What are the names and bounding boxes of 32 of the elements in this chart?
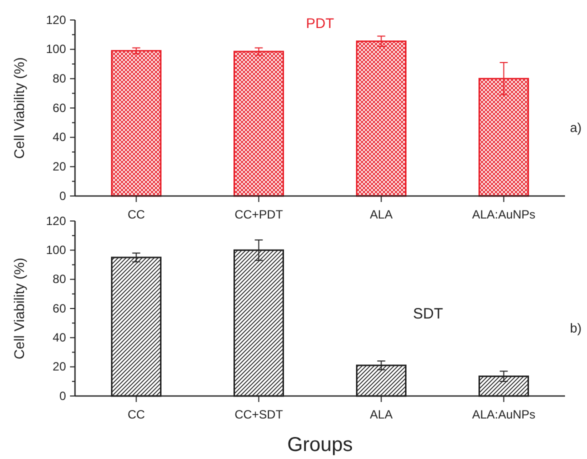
chart-title: PDT [306, 15, 334, 31]
y-tick-label: 80 [52, 272, 66, 286]
x-tick-label: CC+SDT [234, 408, 284, 422]
x-tick-label: CC+PDT [234, 208, 284, 222]
x-tick-label: CC [128, 408, 146, 422]
y-tick-label: 120 [46, 12, 66, 27]
x-axis-title: Groups [287, 434, 353, 456]
x-tick-label: ALA [370, 408, 393, 422]
y-tick-label: 80 [52, 72, 66, 86]
y-axis-title: Cell Viability (%) [11, 258, 27, 360]
text: b) [570, 320, 582, 336]
y-tick-label: 0 [59, 188, 66, 203]
bar [356, 40, 406, 197]
x-tick-label: CC [128, 208, 146, 222]
x-tick-label: ALA:AuNPs [472, 208, 536, 222]
bar [111, 50, 162, 197]
y-axis-title: Cell Viability (%) [11, 57, 27, 159]
bar [234, 50, 284, 197]
y-tick-label: 0 [59, 388, 66, 403]
y-tick-label: 60 [52, 301, 66, 316]
x-tick-label: ALA:AuNPs [472, 408, 536, 422]
text: a) [570, 120, 582, 135]
y-tick-label: 20 [52, 160, 66, 174]
y-tick-label: 20 [52, 360, 66, 374]
y-tick-label: 60 [52, 100, 66, 115]
x-tick-label: ALA [370, 208, 393, 222]
y-tick-label: 40 [52, 130, 66, 144]
annotation: SDT [413, 306, 443, 322]
y-tick-label: 100 [46, 243, 66, 258]
y-tick-label: 120 [46, 214, 66, 228]
y-tick-label: 100 [46, 42, 66, 56]
y-tick-label: 40 [52, 330, 66, 345]
